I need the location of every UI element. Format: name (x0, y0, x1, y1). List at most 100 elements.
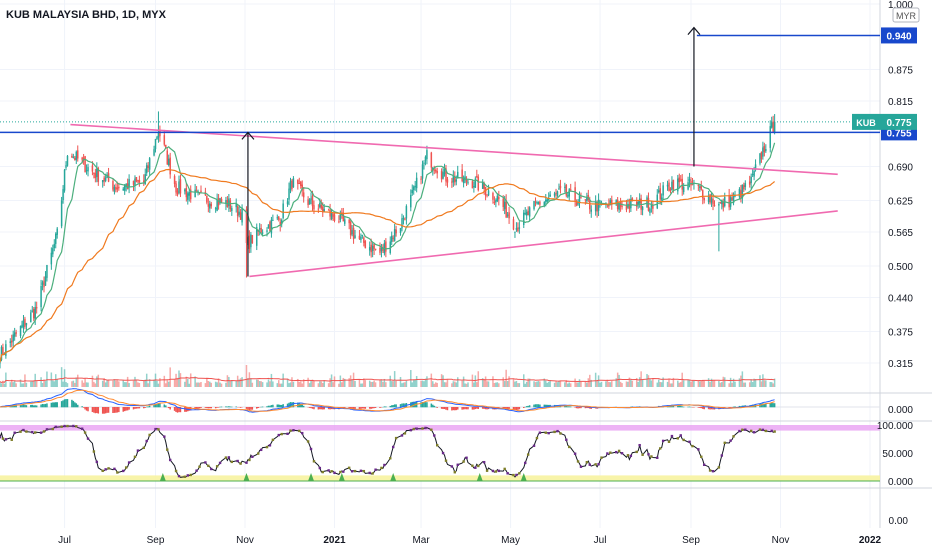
candle-body (112, 181, 114, 190)
price-tick-label: 0.815 (888, 97, 913, 108)
volume-bar (434, 382, 437, 387)
macd-histogram-bar (269, 405, 271, 408)
stoch-point (553, 430, 556, 434)
volume-bar (590, 379, 592, 387)
volume-bar (600, 381, 603, 387)
time-tick-label: Sep (147, 535, 165, 546)
candle-body (575, 202, 578, 206)
macd-histogram-bar (486, 407, 488, 410)
volume-bar (527, 378, 529, 387)
volume-bar (523, 374, 525, 387)
candle-body (63, 169, 66, 191)
volume-bar (238, 379, 240, 387)
stoch-point (166, 448, 169, 451)
volume-bar (55, 374, 57, 387)
macd-histogram-bar (301, 404, 303, 408)
volume-bar (241, 377, 243, 387)
macd-histogram-bar (765, 403, 767, 408)
volume-bar (35, 380, 38, 387)
volume-bar (410, 370, 412, 387)
volume-bar (279, 383, 281, 387)
volume-bar (596, 380, 598, 387)
macd-histogram-bar (770, 402, 773, 408)
macd-histogram-bar (467, 407, 469, 410)
candle-body (200, 190, 202, 193)
candle-body (440, 171, 443, 180)
macd-histogram-bar (319, 407, 321, 410)
time-tick-label: Nov (772, 535, 790, 546)
stoch-point (453, 471, 457, 474)
macd-histogram-bar (477, 407, 480, 409)
volume-bar (53, 381, 56, 387)
stoch-point (177, 474, 181, 478)
stoch-point (585, 460, 589, 464)
macd-histogram-bar (320, 407, 323, 410)
volume-bar (300, 381, 302, 387)
volume-bar (536, 381, 538, 387)
macd-histogram-bar (399, 404, 402, 408)
volume-bar (743, 382, 745, 387)
macd-histogram-bar (85, 407, 88, 411)
moving-average-line (0, 142, 776, 363)
candle-body (91, 165, 94, 172)
macd-histogram-bar (404, 403, 406, 408)
macd-histogram-bar (74, 402, 76, 408)
candle-body (415, 177, 418, 189)
candle-body (493, 201, 496, 203)
volume-bar (56, 379, 58, 387)
candle-body (128, 179, 130, 188)
candle-body (697, 185, 700, 187)
macd-histogram-bar (19, 404, 22, 408)
volume-bar (91, 375, 94, 387)
volume-bar (543, 378, 546, 387)
volume-bar (147, 383, 149, 387)
macd-histogram-bar (248, 407, 251, 411)
macd-histogram-bar (772, 403, 774, 408)
stoch-point (31, 430, 34, 434)
volume-bar (630, 379, 632, 387)
price-tick-label: 0.500 (888, 262, 913, 273)
macd-histogram-bar (116, 407, 119, 413)
macd-histogram-bar (65, 399, 67, 408)
volume-bar (31, 381, 34, 387)
volume-bar (210, 382, 213, 387)
candle-body (481, 181, 484, 189)
candle-body (0, 347, 3, 361)
volume-bar (135, 379, 138, 387)
candle-body (291, 180, 293, 189)
volume-bar (30, 381, 32, 387)
volume-bar (307, 377, 309, 387)
candle-body (707, 195, 710, 203)
macd-histogram-bar (207, 407, 210, 409)
stoch-point (462, 460, 465, 463)
level-price-label: 0.755 (886, 128, 911, 139)
candle-body (219, 198, 221, 204)
candle-body (666, 184, 669, 187)
volume-bar (84, 378, 86, 387)
volume-bar (338, 383, 340, 387)
volume-bar (669, 383, 672, 387)
candle-body (94, 173, 97, 179)
price-axis: 0.500 0.565 0.625 0.690 0.815 0.875 1.000 0.440… (888, 0, 913, 370)
macd-histogram-bar (96, 407, 98, 414)
macd-histogram-bar (231, 406, 233, 408)
volume-bar (260, 381, 262, 387)
candle-body (188, 191, 191, 196)
candle-body (503, 201, 506, 210)
macd-histogram-bar (81, 406, 83, 408)
macd-histogram-bar (278, 404, 280, 408)
candle-body (611, 199, 613, 205)
volume-bar (310, 380, 312, 387)
candle-body (2, 347, 4, 355)
stoch-point (758, 428, 762, 431)
candle-body (313, 205, 315, 210)
volume-bar (204, 383, 207, 387)
macd-histogram-bar (53, 402, 56, 408)
volume-bar (317, 383, 320, 387)
candle-body (443, 168, 446, 175)
volume-bar (719, 382, 722, 387)
volume-bar (229, 380, 232, 387)
stoch-point (609, 451, 612, 454)
stoch-point (72, 424, 75, 428)
